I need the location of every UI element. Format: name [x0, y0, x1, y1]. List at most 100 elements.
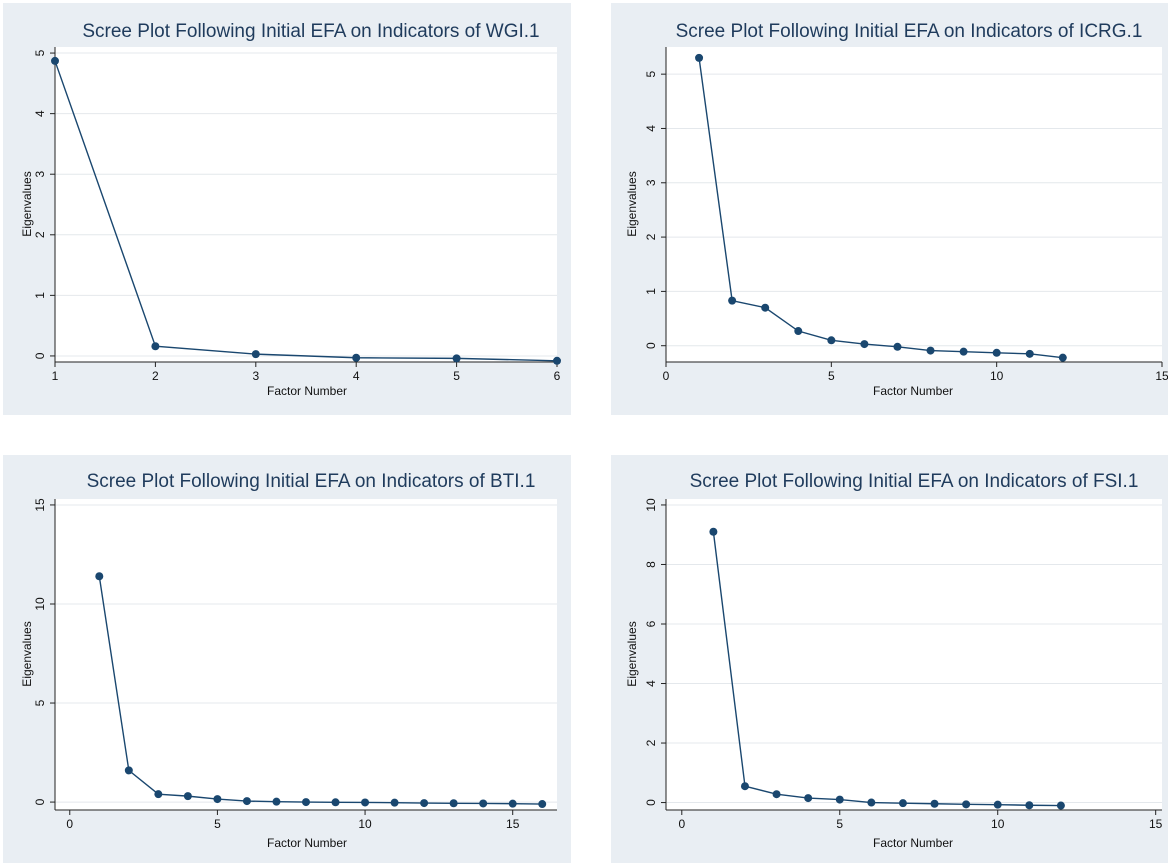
- data-point: [898, 799, 907, 808]
- data-point: [154, 790, 163, 799]
- y-tick-label: 2: [644, 233, 658, 240]
- x-tick-label: 10: [358, 817, 372, 831]
- y-tick-label: 4: [33, 110, 47, 117]
- data-point: [51, 56, 59, 65]
- data-point: [538, 800, 547, 809]
- x-tick-label: 10: [991, 817, 1005, 831]
- data-point: [761, 303, 770, 312]
- y-tick-label: 0: [33, 798, 47, 805]
- data-point: [452, 354, 461, 363]
- data-point: [740, 782, 749, 791]
- data-point: [772, 790, 781, 799]
- x-tick-label: 15: [506, 817, 520, 831]
- data-point: [962, 800, 971, 809]
- x-tick-label: 3: [252, 369, 259, 383]
- data-point: [251, 350, 260, 359]
- data-point: [302, 798, 310, 807]
- data-point: [867, 798, 876, 807]
- y-tick-label: 2: [33, 231, 47, 238]
- data-point: [695, 53, 704, 62]
- data-point: [992, 348, 1001, 357]
- data-point: [1025, 349, 1034, 358]
- y-tick-label: 0: [644, 342, 658, 349]
- x-tick-label: 2: [152, 369, 159, 383]
- x-tick-label: 10: [990, 369, 1004, 383]
- y-tick-label: 5: [644, 70, 658, 77]
- data-point: [449, 799, 458, 808]
- y-tick-label: 3: [644, 179, 658, 186]
- x-axis-title: Factor Number: [267, 836, 347, 850]
- data-point: [827, 336, 836, 345]
- data-point: [993, 800, 1002, 809]
- y-axis-title: Eigenvalues: [20, 171, 34, 236]
- data-point: [272, 797, 281, 806]
- x-tick-label: 4: [353, 369, 360, 383]
- x-axis-title: Factor Number: [873, 836, 953, 850]
- data-point: [390, 798, 399, 807]
- y-axis-title: Eigenvalues: [625, 171, 639, 236]
- y-tick-label: 1: [644, 288, 658, 295]
- y-tick-label: 15: [33, 498, 47, 512]
- y-tick-label: 0: [33, 352, 47, 359]
- data-point: [508, 799, 517, 808]
- data-point: [835, 795, 844, 804]
- x-tick-label: 6: [554, 369, 561, 383]
- chart-svg-bti: Scree Plot Following Initial EFA on Indi…: [20, 471, 557, 850]
- data-point: [124, 766, 133, 775]
- data-point: [242, 797, 251, 806]
- data-point: [95, 572, 104, 581]
- data-point: [361, 798, 370, 807]
- x-axis-title: Factor Number: [873, 384, 953, 398]
- y-tick-label: 4: [644, 680, 658, 687]
- y-tick-label: 6: [644, 620, 658, 627]
- x-tick-label: 5: [453, 369, 460, 383]
- y-tick-label: 10: [33, 597, 47, 611]
- data-point: [553, 356, 561, 365]
- series-line: [712, 531, 1061, 807]
- x-tick-label: 0: [678, 817, 685, 831]
- x-tick-label: 15: [1149, 817, 1163, 831]
- x-tick-label: 15: [1155, 369, 1168, 383]
- chart-panel-bti: Scree Plot Following Initial EFA on Indi…: [3, 455, 571, 863]
- data-point: [728, 296, 737, 305]
- data-point: [893, 342, 902, 351]
- series-line: [698, 57, 1063, 359]
- series-line: [54, 60, 558, 362]
- data-point: [1058, 353, 1067, 362]
- chart-title: Scree Plot Following Initial EFA on Indi…: [82, 21, 539, 42]
- data-point: [479, 799, 488, 808]
- x-tick-label: 1: [52, 369, 59, 383]
- data-point: [151, 342, 160, 351]
- y-tick-label: 10: [644, 498, 658, 512]
- data-point: [860, 340, 869, 349]
- data-point: [959, 347, 968, 356]
- data-point: [804, 794, 813, 803]
- x-tick-label: 0: [66, 817, 73, 831]
- plot-area: [666, 47, 1162, 362]
- y-tick-label: 3: [33, 171, 47, 178]
- data-point: [213, 795, 222, 804]
- data-point: [794, 327, 803, 336]
- data-point: [183, 792, 192, 801]
- data-point: [926, 346, 935, 355]
- y-tick-label: 8: [644, 561, 658, 568]
- y-axis-title: Eigenvalues: [20, 621, 34, 686]
- y-tick-label: 2: [644, 739, 658, 746]
- chart-panel-fsi: Scree Plot Following Initial EFA on Indi…: [611, 455, 1168, 863]
- data-point: [1025, 801, 1034, 810]
- chart-svg-icrg: Scree Plot Following Initial EFA on Indi…: [625, 21, 1168, 398]
- data-point: [420, 799, 429, 808]
- plot-area: [666, 499, 1162, 810]
- chart-panel-icrg: Scree Plot Following Initial EFA on Indi…: [611, 3, 1168, 415]
- x-tick-label: 5: [836, 817, 843, 831]
- chart-title: Scree Plot Following Initial EFA on Indi…: [87, 471, 536, 492]
- y-tick-label: 4: [644, 125, 658, 132]
- x-tick-label: 5: [828, 369, 835, 383]
- y-tick-label: 0: [644, 799, 658, 806]
- chart-svg-wgi: Scree Plot Following Initial EFA on Indi…: [20, 21, 561, 398]
- chart-title: Scree Plot Following Initial EFA on Indi…: [676, 21, 1143, 42]
- plot-area: [55, 499, 557, 810]
- chart-title: Scree Plot Following Initial EFA on Indi…: [690, 471, 1139, 492]
- chart-panel-wgi: Scree Plot Following Initial EFA on Indi…: [3, 3, 571, 415]
- plot-area: [55, 47, 557, 362]
